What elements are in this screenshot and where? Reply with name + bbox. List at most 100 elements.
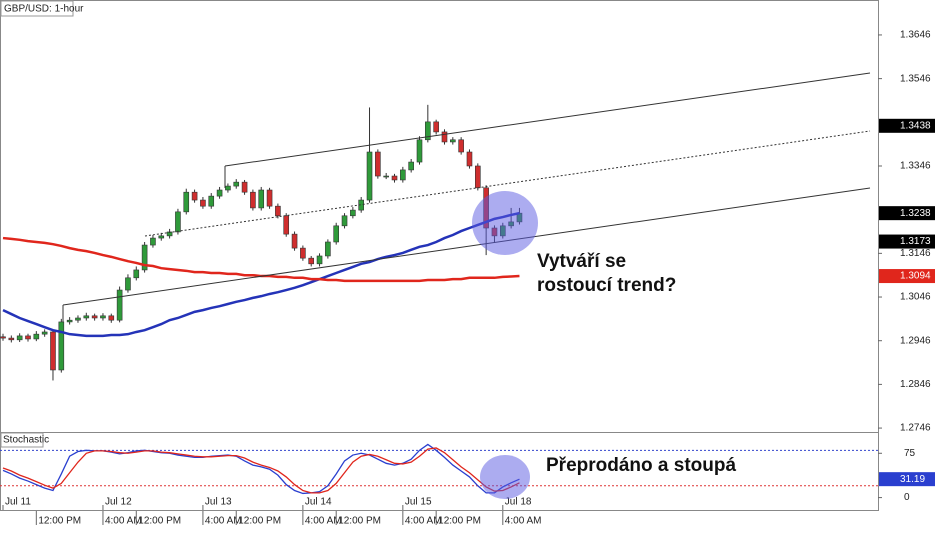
candle-body: [325, 241, 331, 257]
price-marker: [879, 118, 935, 133]
candle-body: [300, 247, 306, 259]
candle-body: [400, 169, 406, 181]
y-tick-label: 0: [904, 492, 910, 503]
candles: [0, 104, 523, 381]
y-tick-label: 1.2846: [900, 379, 931, 390]
candle-body: [366, 151, 373, 201]
candle-body: [333, 225, 340, 243]
candle-body: [258, 189, 265, 209]
candle-body: [141, 244, 148, 271]
candle-body: [383, 175, 389, 178]
stochastic-marker-label: 31.19: [900, 474, 925, 485]
candle-body: [158, 235, 165, 239]
ma-marker-label: 1.3094: [900, 271, 931, 282]
candle-body: [175, 211, 181, 233]
x-time-label: 4:00 AM: [505, 516, 542, 527]
chart-title: GBP/USD: 1-hour: [4, 4, 84, 15]
y-tick-label: 1.3546: [900, 73, 931, 84]
candle-body: [341, 215, 348, 227]
candle-body: [316, 255, 323, 265]
overlays: [0, 443, 878, 495]
annotation: Přeprodáno a stoupá: [546, 455, 736, 476]
candle-body: [41, 331, 48, 335]
channel-upper: [224, 72, 871, 167]
stochastic-panel: [0, 432, 879, 511]
candle-body: [433, 121, 439, 133]
candle-body: [8, 337, 15, 341]
annotation: Vytváří se: [537, 251, 626, 272]
candle-body: [100, 315, 106, 319]
candle-body: [475, 165, 481, 189]
x-time-label: 12:00 PM: [338, 516, 381, 527]
channel: [62, 72, 871, 322]
x-time-label: 12:00 PM: [438, 516, 481, 527]
y-tick-label: 1.2746: [900, 423, 931, 434]
candle-body: [308, 257, 315, 265]
candle-body: [216, 189, 223, 197]
candle-body: [241, 181, 248, 193]
candle-body: [191, 191, 198, 201]
y-tick-label: 1.2946: [900, 335, 931, 346]
x-day-label: Jul 18: [505, 497, 532, 508]
candle-body: [125, 277, 131, 291]
stochastic-line: [2, 447, 520, 494]
y-tick-label: 1.3646: [900, 30, 931, 41]
candle-body: [208, 195, 215, 207]
price-axis: 1.2746 1.2846 1.2946 1.3046 1.3146 1.3346 1.35…: [878, 30, 935, 503]
candle-body: [33, 333, 40, 340]
candle-body: [375, 151, 381, 177]
x-time-label: 4:00 AM: [105, 516, 142, 527]
title-box: [0, 0, 74, 17]
last-price-marker: [879, 206, 935, 221]
candle-body: [458, 139, 464, 153]
candle-body: [416, 139, 423, 163]
candle-body: [408, 161, 414, 171]
candle-body: [250, 191, 256, 209]
candle-body: [83, 315, 90, 319]
y-tick-label: 1.3346: [900, 161, 931, 172]
candle-body: [225, 185, 231, 191]
x-time-label: 4:00 AM: [205, 516, 242, 527]
price-marker-label: 1.3173: [900, 236, 931, 247]
candle-body: [66, 319, 73, 323]
candle-body: [50, 331, 56, 371]
candle-body: [391, 175, 398, 181]
candle-body: [133, 269, 140, 279]
x-time-label: 4:00 AM: [405, 516, 442, 527]
x-time-label: 12:00 PM: [238, 516, 281, 527]
candle-body: [266, 189, 273, 207]
price-marker-label: 1.3438: [900, 120, 931, 131]
x-day-label: Jul 13: [205, 497, 232, 508]
candle-body: [75, 317, 81, 321]
highlight-circle: [480, 455, 530, 499]
y-tick-label: 1.3046: [900, 292, 931, 303]
candle-body: [116, 289, 123, 321]
candle-body: [183, 191, 190, 213]
y-tick-label: 75: [904, 448, 916, 459]
annotation: rostoucí trend?: [537, 275, 676, 296]
x-day-label: Jul 15: [405, 497, 432, 508]
candle-body: [233, 181, 240, 187]
last-price-marker-label: 1.3238: [900, 208, 931, 219]
x-day-label: Jul 11: [5, 497, 31, 508]
channel-lower: [62, 187, 871, 306]
candle-body: [291, 233, 298, 249]
x-day-label: Jul 12: [105, 497, 132, 508]
candle-body: [441, 131, 448, 143]
candle-body: [466, 151, 473, 167]
candle-body: [91, 315, 98, 319]
x-day-label: Jul 14: [305, 497, 332, 508]
stochastic-marker: [879, 472, 935, 487]
candle-body: [275, 205, 281, 217]
candle-body: [150, 237, 156, 246]
candle-body: [358, 199, 364, 211]
candle-body: [108, 315, 115, 321]
x-time-label: 12:00 PM: [138, 516, 181, 527]
title-box: [0, 432, 44, 448]
candle-body: [425, 121, 431, 141]
candle-body: [58, 321, 65, 371]
moving-average: [2, 211, 520, 338]
